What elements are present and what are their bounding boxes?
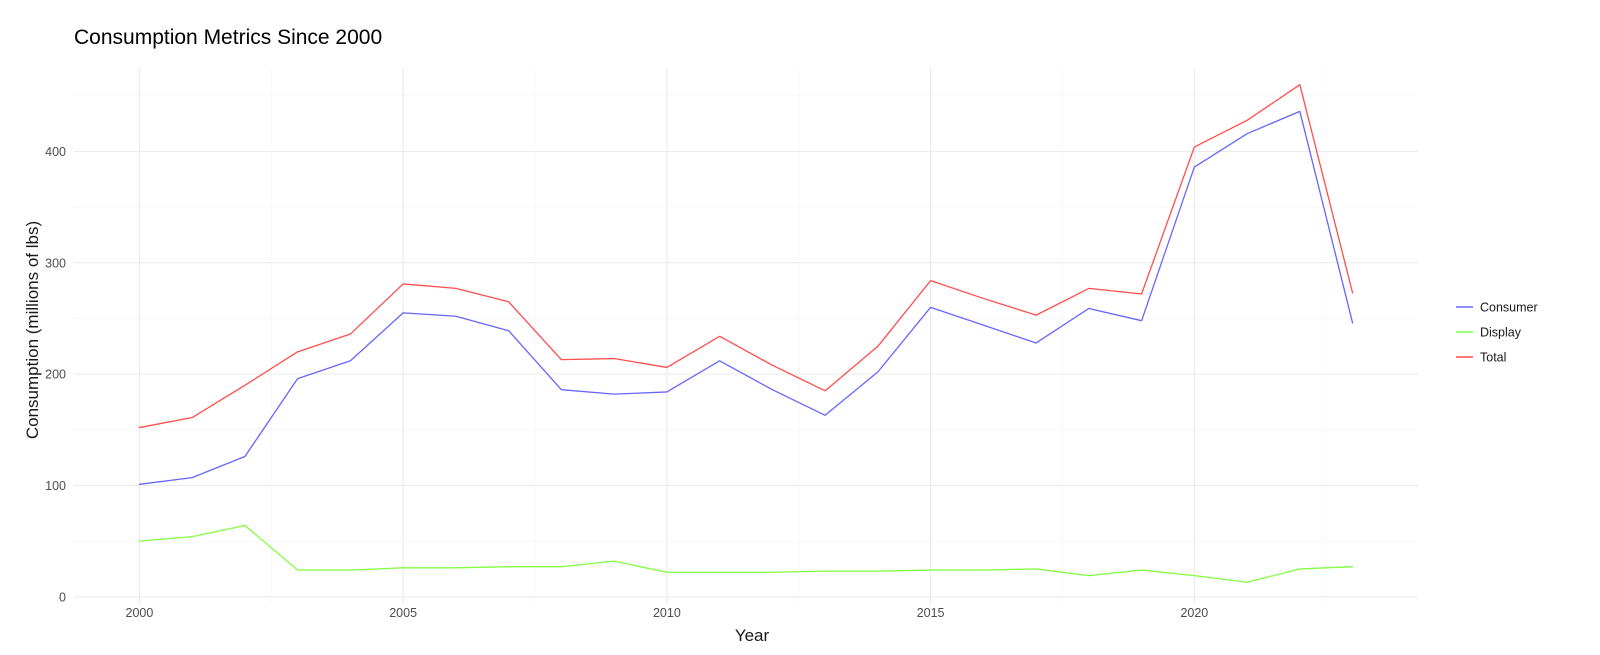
legend-label: Consumer <box>1480 301 1538 315</box>
x-tick-label: 2005 <box>389 606 417 620</box>
y-tick-label: 100 <box>45 479 66 493</box>
y-tick-label: 0 <box>59 590 66 604</box>
legend-label: Total <box>1480 351 1506 365</box>
x-tick-label: 2020 <box>1180 606 1208 620</box>
legend-item-total: Total <box>1456 351 1506 365</box>
series-line-display <box>138 524 1354 583</box>
series-line-consumer <box>138 110 1354 485</box>
chart-title: Consumption Metrics Since 2000 <box>74 26 382 49</box>
x-tick-label: 2000 <box>126 606 154 620</box>
x-tick-label: 2010 <box>653 606 681 620</box>
series-line-total <box>138 84 1354 429</box>
y-tick-label: 300 <box>45 256 66 270</box>
legend: Consumer Display Total <box>1456 301 1538 365</box>
y-axis-title: Consumption (millions of lbs) <box>23 221 42 439</box>
y-axis-ticks: 0 100 200 300 400 <box>45 145 66 604</box>
legend-item-consumer: Consumer <box>1456 301 1538 315</box>
x-tick-label: 2015 <box>917 606 945 620</box>
x-axis-title: Year <box>735 626 770 645</box>
y-tick-label: 400 <box>45 145 66 159</box>
series-lines <box>138 84 1354 583</box>
grid <box>74 68 1418 604</box>
legend-label: Display <box>1480 326 1522 340</box>
legend-item-display: Display <box>1456 326 1522 340</box>
x-axis-ticks: 2000 2005 2010 2015 2020 <box>126 606 1209 620</box>
y-tick-label: 200 <box>45 368 66 382</box>
